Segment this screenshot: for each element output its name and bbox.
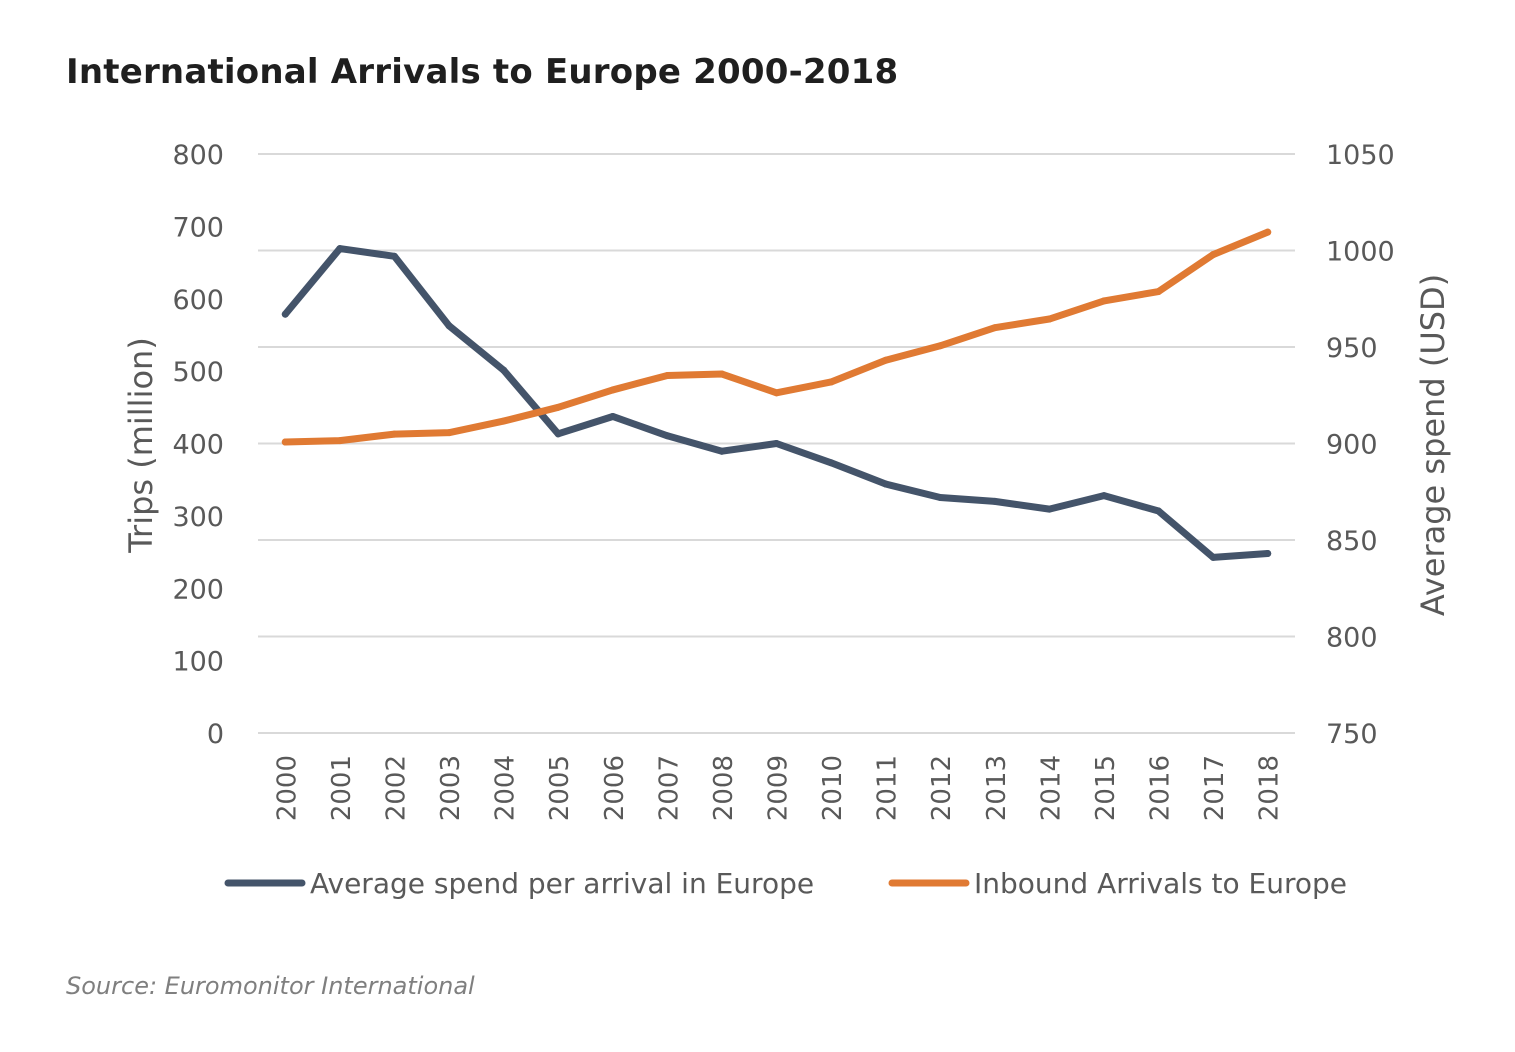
right-axis-ticks: 750 800 850 900 950 1000 1050	[1326, 140, 1395, 750]
data-point	[609, 412, 617, 420]
left-tick-label: 400	[172, 430, 224, 461]
x-tick-label: 2014	[1036, 755, 1066, 821]
x-tick-label: 2003	[436, 755, 466, 821]
x-tick-label: 2011	[873, 755, 903, 821]
left-tick-label: 300	[172, 502, 224, 533]
data-point	[773, 440, 780, 447]
data-point	[827, 378, 835, 386]
x-tick-label: 2004	[491, 755, 521, 821]
data-point	[991, 497, 999, 505]
series-lines	[281, 228, 1272, 561]
right-tick-label: 800	[1326, 623, 1378, 654]
source-note: Source: Euromonitor International	[66, 972, 475, 1000]
data-point	[1264, 228, 1272, 236]
data-point	[827, 459, 835, 467]
x-tick-label: 2017	[1200, 755, 1230, 821]
data-point	[1209, 251, 1217, 259]
x-tick-label: 2006	[600, 755, 630, 821]
x-axis-ticks: 2000 2001 2002 2003 2004 2005 2006 2007 2008 2009…	[272, 755, 1284, 821]
x-tick-label: 2007	[654, 755, 684, 821]
x-tick-label: 2009	[764, 755, 794, 821]
data-point	[991, 324, 999, 332]
data-point	[1100, 492, 1108, 500]
right-axis-label: Average spend (USD)	[1414, 274, 1452, 616]
x-tick-label: 2012	[927, 755, 957, 821]
data-point	[390, 430, 398, 438]
data-point	[390, 252, 398, 260]
left-tick-label: 200	[172, 574, 224, 605]
left-axis-label: Trips (million)	[122, 337, 160, 554]
x-tick-label: 2000	[272, 755, 302, 821]
left-tick-label: 0	[207, 719, 224, 750]
data-point	[336, 245, 344, 253]
x-tick-label: 2008	[709, 755, 739, 821]
data-point	[554, 403, 562, 411]
left-tick-label: 700	[172, 212, 224, 243]
data-point	[281, 438, 289, 446]
legend-label: Inbound Arrivals to Europe	[974, 867, 1347, 900]
x-tick-label: 2016	[1146, 755, 1176, 821]
data-point	[554, 430, 562, 438]
left-tick-label: 500	[172, 357, 224, 388]
gridlines	[258, 153, 1295, 734]
left-tick-label: 600	[172, 285, 224, 316]
legend: Average spend per arrival in Europe Inbou…	[224, 867, 1347, 900]
data-point	[882, 480, 890, 488]
data-point	[1045, 505, 1053, 513]
x-tick-label: 2010	[818, 755, 848, 821]
data-point	[1155, 507, 1163, 515]
data-point	[718, 370, 726, 378]
x-tick-label: 2013	[982, 755, 1012, 821]
data-point	[500, 417, 508, 425]
chart-title: International Arrivals to Europe 2000-20…	[66, 52, 899, 92]
right-tick-label: 950	[1326, 333, 1378, 364]
data-point	[1209, 553, 1217, 561]
right-tick-label: 1050	[1326, 140, 1395, 171]
right-tick-label: 850	[1326, 526, 1378, 557]
left-tick-label: 100	[172, 647, 224, 678]
x-tick-label: 2005	[545, 755, 575, 821]
data-point	[936, 494, 944, 502]
right-tick-label: 750	[1326, 719, 1378, 750]
x-tick-label: 2018	[1255, 755, 1285, 821]
data-point	[1100, 297, 1108, 305]
data-point	[882, 356, 890, 364]
x-tick-label: 2001	[327, 755, 357, 821]
x-tick-label: 2002	[381, 755, 411, 821]
data-point	[281, 310, 289, 318]
data-point	[1045, 315, 1053, 323]
data-point	[663, 432, 671, 440]
data-point	[445, 322, 453, 330]
series-line-inbound-arrivals	[281, 228, 1272, 446]
right-tick-label: 1000	[1326, 237, 1395, 268]
data-point	[773, 389, 780, 397]
left-axis-ticks: 0 100 200 300 400 500 600 700 800	[172, 140, 224, 750]
legend-label: Average spend per arrival in Europe	[310, 867, 814, 900]
right-tick-label: 900	[1326, 430, 1378, 461]
data-point	[609, 386, 617, 394]
data-point	[718, 447, 726, 455]
data-point	[1264, 550, 1272, 558]
data-point	[663, 371, 671, 379]
left-tick-label: 800	[172, 140, 224, 171]
data-point	[1155, 288, 1163, 296]
data-point	[936, 342, 944, 350]
data-point	[445, 429, 453, 437]
data-point	[336, 437, 344, 445]
x-tick-label: 2015	[1091, 755, 1121, 821]
data-point	[500, 366, 508, 374]
